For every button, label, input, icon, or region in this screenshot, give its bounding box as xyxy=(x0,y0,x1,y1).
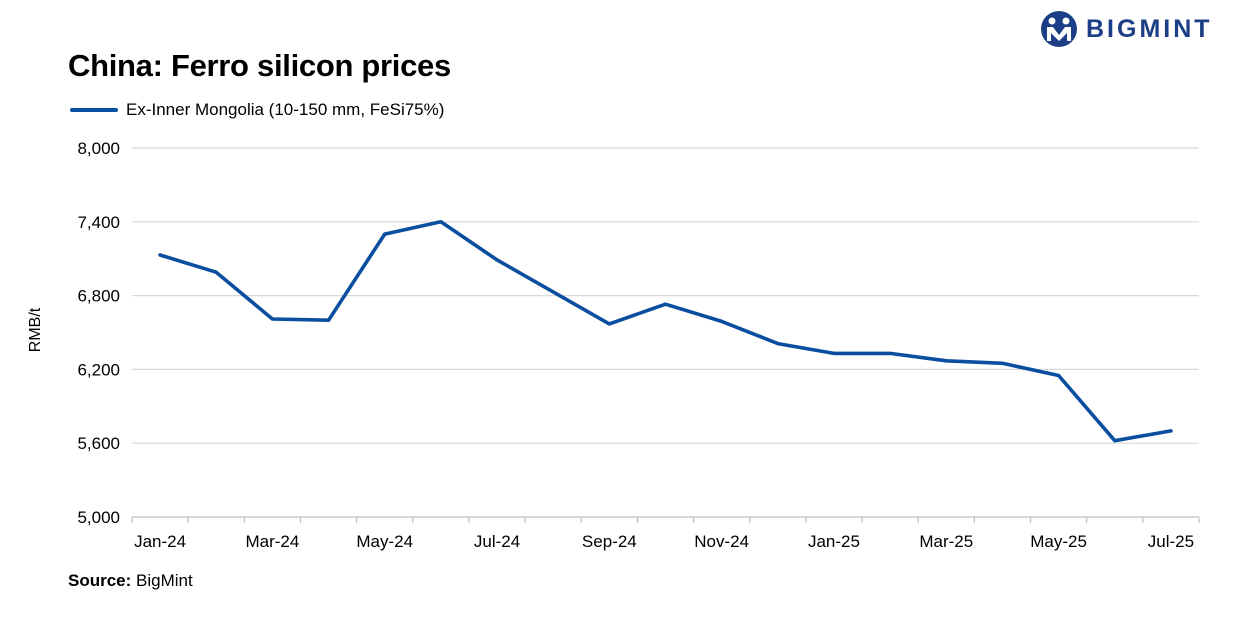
legend-label: Ex-Inner Mongolia (10-150 mm, FeSi75%) xyxy=(126,100,445,119)
x-tick-label: Mar-24 xyxy=(245,532,299,551)
data-point xyxy=(1057,373,1061,378)
chart-title: China: Ferro silicon prices xyxy=(68,48,451,83)
brand-logo: BIGMINT xyxy=(1040,10,1213,48)
data-point xyxy=(383,232,387,236)
series-line xyxy=(158,220,1173,443)
x-tick-label: Mar-25 xyxy=(919,532,973,551)
y-tick-label: 5,000 xyxy=(77,508,120,527)
source-note: Source: BigMint xyxy=(68,571,193,591)
legend: Ex-Inner Mongolia (10-150 mm, FeSi75%) xyxy=(70,100,444,120)
y-tick-label: 6,200 xyxy=(77,360,120,379)
data-point xyxy=(1113,439,1117,443)
brand-name: BIGMINT xyxy=(1086,14,1213,43)
x-tick-label: May-24 xyxy=(356,532,413,551)
x-axis xyxy=(131,516,1200,523)
x-tick-label: Sep-24 xyxy=(582,532,637,551)
data-point xyxy=(776,341,780,346)
data-point xyxy=(214,270,218,274)
y-axis-title: RMB/t xyxy=(27,307,44,352)
x-tick-label: Jul-24 xyxy=(474,532,520,551)
x-tick-label: Jan-25 xyxy=(808,532,860,551)
data-point xyxy=(832,351,836,356)
data-point xyxy=(944,359,948,363)
data-point xyxy=(495,258,499,262)
y-tick-label: 7,400 xyxy=(77,213,120,232)
x-axis-ticks: Jan-24 Mar-24 May-24 Jul-24 Sep-24 Nov-24 Jan-… xyxy=(134,532,1194,551)
data-point xyxy=(270,317,274,321)
gridlines xyxy=(132,147,1199,444)
y-axis-ticks: 5,000 5,600 6,200 6,800 7,400 8,000 xyxy=(77,139,120,527)
data-point xyxy=(1000,361,1005,365)
data-point xyxy=(326,318,331,322)
data-point xyxy=(1169,429,1173,433)
source-value: BigMint xyxy=(136,571,193,590)
data-point xyxy=(158,253,162,257)
data-point xyxy=(720,319,724,324)
y-tick-label: 8,000 xyxy=(77,139,120,158)
x-tick-label: Jul-25 xyxy=(1148,532,1194,551)
data-point xyxy=(663,302,668,306)
legend-swatch xyxy=(70,108,118,112)
data-point xyxy=(551,290,555,294)
y-tick-label: 6,800 xyxy=(77,287,120,306)
data-point xyxy=(607,322,611,326)
x-tick-label: Jan-24 xyxy=(134,532,186,551)
bigmint-logo-icon xyxy=(1041,11,1077,47)
y-tick-label: 5,600 xyxy=(77,434,120,453)
x-tick-label: May-25 xyxy=(1030,532,1087,551)
data-point xyxy=(439,220,443,224)
x-tick-label: Nov-24 xyxy=(694,532,749,551)
series-group xyxy=(158,220,1173,443)
data-point xyxy=(888,351,892,356)
source-label: Source: xyxy=(68,571,132,590)
